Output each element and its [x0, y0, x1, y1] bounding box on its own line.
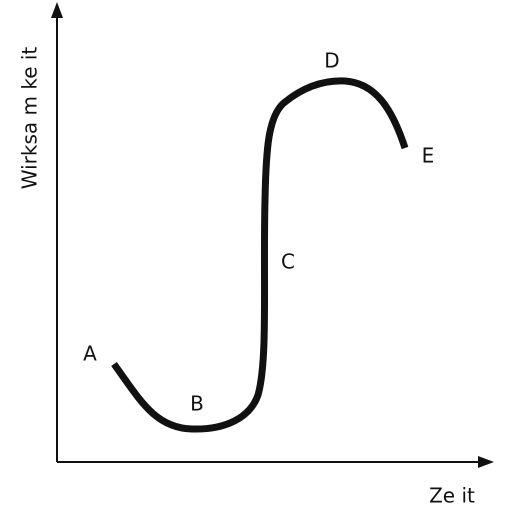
point-label: A — [83, 342, 97, 366]
point-label: E — [422, 144, 435, 168]
x-axis-label: Ze it — [429, 484, 475, 508]
point-label: C — [281, 250, 295, 274]
curve — [111, 77, 409, 433]
point-label: B — [190, 392, 204, 416]
point-label: D — [324, 49, 339, 73]
y-axis-arrow — [51, 2, 63, 18]
x-axis-arrow — [478, 456, 494, 468]
y-axis-label: Wirksa m ke it — [18, 47, 42, 190]
